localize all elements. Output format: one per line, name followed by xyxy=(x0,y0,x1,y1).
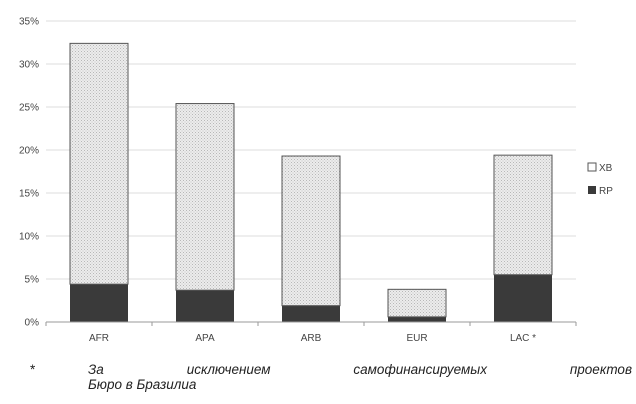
footnote-line-2: Бюро в Бразилиа xyxy=(88,377,197,392)
y-tick-label: 0% xyxy=(25,318,40,329)
y-tick-label: 25% xyxy=(19,103,39,114)
footnote-word: исключением xyxy=(186,362,271,377)
stacked-bar-chart: 0% 5% 10% 15% 20% 25% 30% 35% AFR APA ARB EUR LAC *… xyxy=(19,17,613,345)
legend-label: RP xyxy=(599,186,613,197)
x-axis: AFR APA ARB EUR LAC * xyxy=(45,321,577,344)
bar-segment-xb xyxy=(387,288,447,318)
x-tick-label: APA xyxy=(195,333,215,344)
bar-segment-rp xyxy=(388,316,446,322)
footnote-line-1: За исключением самофинансируемых проекто… xyxy=(88,362,632,377)
footnote-word: За xyxy=(88,362,104,377)
footnote-marker: * xyxy=(30,362,36,377)
y-tick-label: 35% xyxy=(19,17,39,28)
x-tick-label: EUR xyxy=(406,333,427,344)
bar-segment-rp xyxy=(70,284,128,322)
footnote-word: проектов xyxy=(569,362,632,377)
y-axis: 0% 5% 10% 15% 20% 25% 30% 35% xyxy=(19,17,39,329)
bar-segment-rp xyxy=(282,305,340,322)
y-tick-label: 10% xyxy=(19,232,39,243)
legend-label: XB xyxy=(599,163,613,174)
legend-swatch-xb xyxy=(587,162,597,172)
x-tick-label: AFR xyxy=(89,333,109,344)
legend-swatch-rp xyxy=(588,186,596,194)
x-tick-label: ARB xyxy=(301,333,322,344)
y-tick-label: 20% xyxy=(19,146,39,157)
x-tick-label: LAC * xyxy=(510,333,536,344)
bar-segment-xb xyxy=(493,154,553,276)
footnote-word: самофинансируемых xyxy=(353,362,487,377)
legend: XB RP xyxy=(587,162,613,197)
bars xyxy=(69,42,553,322)
bar-segment-xb xyxy=(175,103,235,291)
bar-segment-xb xyxy=(69,42,129,285)
y-tick-label: 30% xyxy=(19,60,39,71)
bar-segment-rp xyxy=(176,290,234,322)
bar-segment-rp xyxy=(494,274,552,322)
y-tick-label: 5% xyxy=(25,275,40,286)
y-tick-label: 15% xyxy=(19,189,39,200)
bar-segment-xb xyxy=(281,155,341,307)
